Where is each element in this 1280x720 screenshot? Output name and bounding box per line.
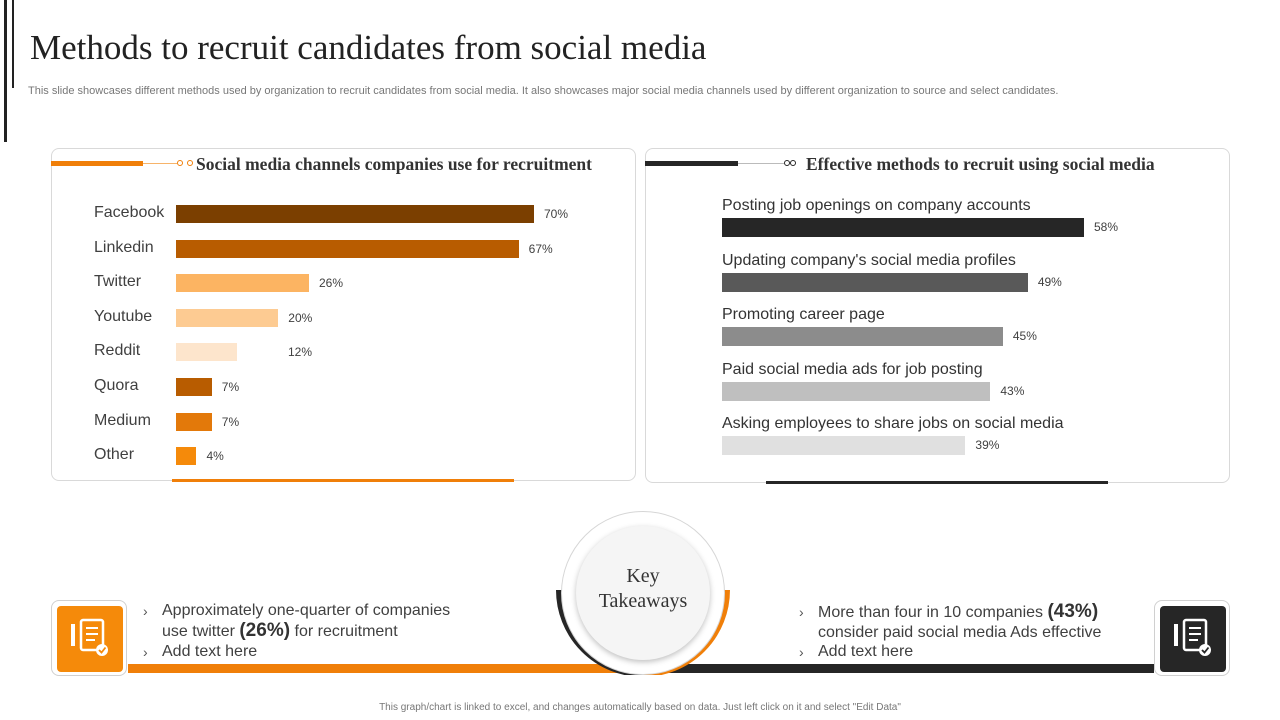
left-takeaway-item-1: › Approximately one-quarter of companies…: [143, 601, 473, 642]
value-label: 12%: [288, 345, 313, 360]
category-label: Quora: [94, 377, 139, 394]
panel-deco-dot: [790, 160, 796, 166]
bar: [176, 308, 279, 327]
takeaways-title-line2: Takeaways: [598, 590, 688, 612]
panel-deco-thin: [143, 163, 177, 164]
method-label: Paid social media ads for job posting: [722, 360, 983, 378]
chevron-right-icon: ›: [143, 644, 148, 660]
takeaway-text: Add text here: [162, 643, 258, 660]
channels-chart-title: Social media channels companies use for …: [196, 154, 592, 174]
bar: [722, 218, 1084, 237]
takeaway-text: More than four in 10 companies: [818, 604, 1048, 621]
takeaways-dark-band: [643, 664, 1154, 673]
takeaway-highlight: (26%): [239, 620, 291, 641]
takeaways-title: Key Takeaways: [576, 564, 710, 614]
methods-chart-panel: [645, 148, 1230, 483]
takeaway-text: Add text here: [818, 643, 914, 660]
left-takeaway-item-2: › Add text here: [143, 642, 473, 662]
value-label: 26%: [318, 276, 343, 291]
panel-bottom-line: [172, 479, 514, 482]
category-label: Twitter: [94, 273, 142, 291]
takeaways-orange-band: [128, 664, 643, 673]
chevron-right-icon: ›: [143, 603, 148, 619]
takeaway-text: consider paid social media Ads effective: [818, 624, 1102, 641]
bar: [722, 327, 1003, 347]
bar: [722, 436, 966, 456]
value-label: 7%: [221, 414, 240, 429]
value-label: 45%: [1012, 329, 1037, 344]
value-label: 20%: [288, 310, 313, 325]
bar: [176, 343, 238, 362]
channels-chart-panel: [51, 148, 636, 481]
methods-chart-title: Effective methods to recruit using socia…: [806, 154, 1155, 174]
method-label: Promoting career page: [722, 306, 885, 324]
category-label: Facebook: [94, 204, 165, 221]
bar: [176, 239, 519, 258]
bar: [722, 381, 991, 401]
method-label: Updating company's social media profiles: [722, 251, 1016, 269]
value-label: 58%: [1094, 220, 1119, 234]
value-label: 43%: [1000, 383, 1025, 398]
checklist-icon: [57, 606, 123, 672]
value-label: 39%: [975, 438, 1000, 453]
right-takeaway-item-1: › More than four in 10 companies (43%) c…: [799, 602, 1129, 643]
panel-deco-dot: [784, 160, 790, 166]
category-label: Medium: [94, 411, 151, 429]
takeaways-title-line1: Key: [626, 565, 660, 587]
bar: [722, 272, 1028, 292]
value-label: 49%: [1037, 274, 1062, 289]
panel-deco-dot: [177, 160, 183, 166]
value-label: 67%: [528, 241, 553, 256]
chevron-right-icon: ›: [799, 604, 804, 620]
panel-deco-dot: [187, 160, 193, 166]
method-label: Posting job openings on company accounts: [722, 197, 1031, 214]
bar: [176, 447, 197, 466]
method-label: Asking employees to share jobs on social…: [722, 415, 1064, 433]
header-accent-bar-thin: [12, 0, 14, 88]
bar: [176, 412, 212, 431]
category-label: Reddit: [94, 342, 141, 360]
panel-deco-line: [51, 161, 143, 166]
category-label: Other: [94, 446, 135, 464]
panel-deco-line: [645, 161, 738, 166]
takeaways-inner-circle: [576, 526, 710, 660]
category-label: Linkedin: [94, 238, 154, 256]
category-label: Youtube: [94, 307, 153, 325]
checklist-icon: [1160, 606, 1226, 672]
page-title: Methods to recruit candidates from socia…: [30, 28, 707, 67]
bar: [176, 205, 534, 223]
takeaway-highlight: (43%): [1047, 601, 1099, 622]
panel-bottom-line: [766, 481, 1108, 484]
bar: [176, 274, 309, 293]
right-icon-box: [1154, 600, 1230, 676]
page-subtitle: This slide showcases different methods u…: [28, 85, 1059, 97]
right-takeaway-item-2: › Add text here: [799, 642, 1129, 662]
panel-deco-thin: [738, 163, 784, 164]
value-label: 70%: [544, 207, 569, 221]
footer-note: This graph/chart is linked to excel, and…: [379, 702, 901, 713]
value-label: 4%: [206, 449, 224, 464]
header-accent-bar: [4, 0, 7, 142]
value-label: 7%: [221, 380, 240, 394]
takeaway-text: for recruitment: [290, 623, 398, 640]
checklist-icon-svg: [1174, 618, 1211, 656]
left-icon-box: [51, 600, 127, 676]
bar: [176, 378, 212, 396]
chevron-right-icon: ›: [799, 644, 804, 660]
checklist-icon-svg: [71, 618, 108, 656]
takeaway-text: Approximately one-quarter of companies u…: [162, 602, 451, 640]
